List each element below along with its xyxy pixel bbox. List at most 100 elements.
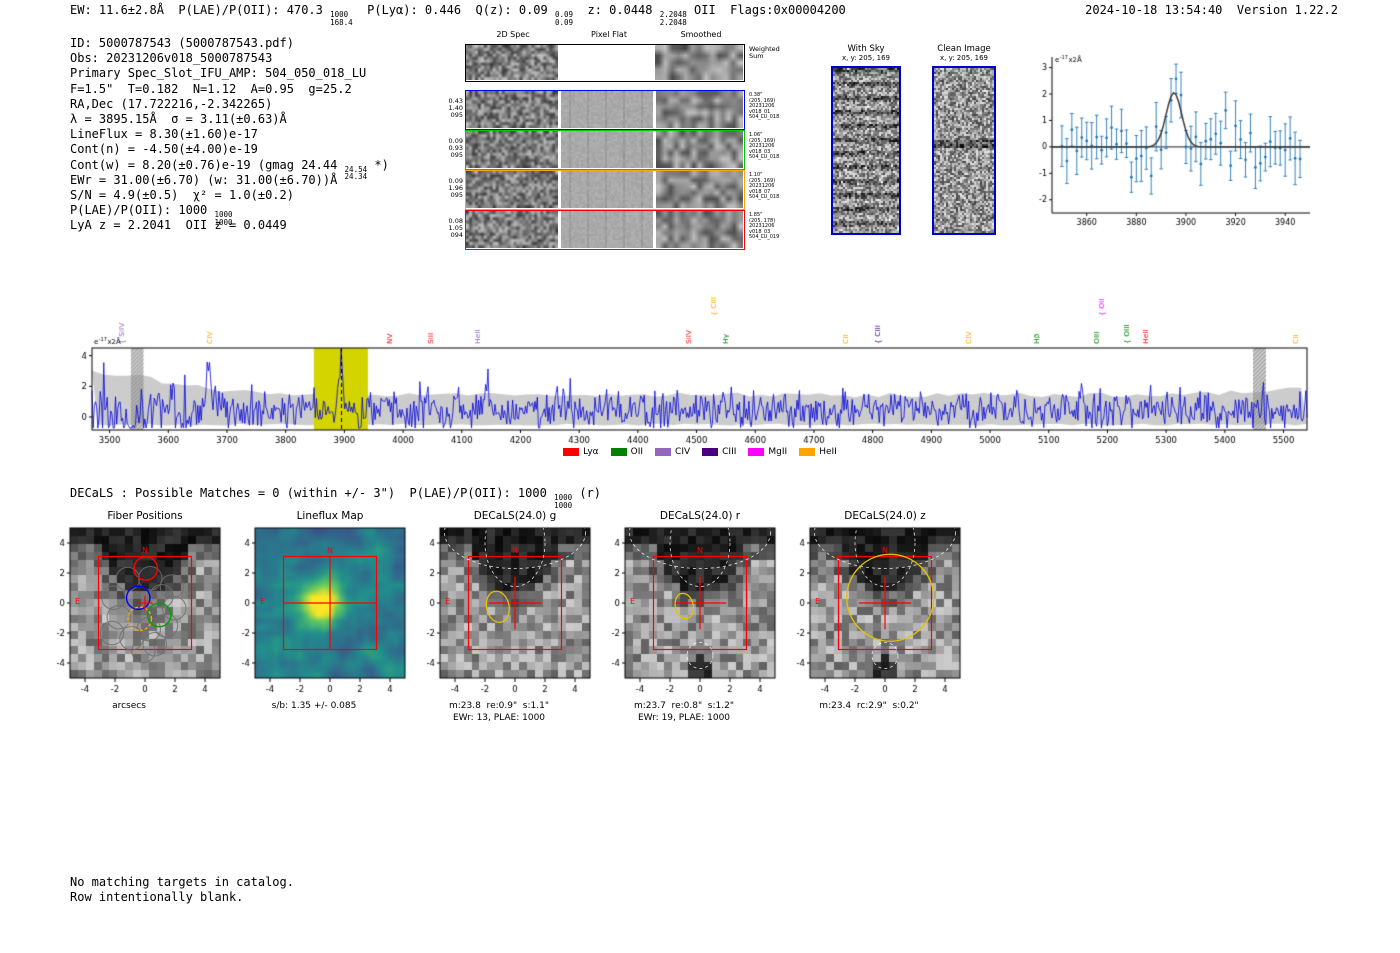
text-run: Primary Spec_Slot_IFU_AMP: 504_050_018_L…: [70, 66, 367, 81]
fiber-cutout-row: [465, 130, 745, 170]
fiber-id-line: (205, 169): [749, 97, 776, 104]
weighted-2dspec-image: [466, 45, 558, 80]
ifu-footprint-square: [282, 555, 378, 651]
cutout-caption-line: EWr: 13, PLAE: 1000: [452, 713, 546, 723]
text-run: z: 0.0448: [573, 3, 660, 17]
fiber-id-line: (205, 178): [749, 217, 776, 224]
cutout-title: DECaLS(24.0) r: [659, 510, 741, 522]
cutout-caption-line: s/b: 1.35 +/- 0.085: [271, 701, 357, 711]
legend-swatch: [610, 448, 627, 456]
fiber-weight-value: 0.93: [448, 144, 463, 153]
fiber-cutout-row: [465, 90, 745, 130]
stack-value: 2.2048: [659, 17, 687, 27]
cutout-caption: m:23.7 re:0.8" s:1.2" EWr: 19, PLAE: 1000: [589, 700, 779, 724]
fiber-circle: [159, 574, 185, 599]
text-run: RA,Dec (17.722216,-2.342265): [70, 96, 273, 111]
fiber-weight-value: 0.09: [448, 177, 463, 185]
info-line: EWr = 31.00(±6.70) (w: 31.00(±6.70))Å: [70, 173, 389, 188]
text-run: (r): [572, 486, 602, 500]
header-timestamp-version: 2024-10-18 13:54:40 Version 1.22.2: [1085, 3, 1338, 17]
fiber-circle: [131, 638, 156, 664]
fiber-id-line: (205, 169): [749, 137, 776, 144]
fiber-circle-highlighted: [127, 606, 153, 632]
compass-north-label: N: [882, 546, 888, 555]
text-run: P(Lyα): 0.446 Q(z): 0.09: [352, 3, 555, 17]
fiber-weight-value: 095: [450, 111, 463, 120]
fiber-id-line: 20231206: [749, 143, 775, 150]
info-line: λ = 3895.15Å σ = 3.11(±0.63)Å: [70, 112, 389, 127]
legend-swatch: [702, 448, 719, 456]
fiber-weight-value: 1.05: [448, 224, 463, 233]
stack-value: 24.54: [344, 164, 368, 174]
aperture-ellipse: [674, 592, 695, 620]
stacked-fraction: 2.2048 2.2048: [660, 11, 687, 26]
ifu-footprint-square: [467, 555, 563, 651]
fiber-id-line: v018_07: [749, 188, 771, 195]
fiber-pixelflat-image: [561, 131, 653, 168]
stack-value: 0.09: [554, 10, 574, 19]
fiber-weight-value: 094: [450, 231, 463, 240]
fiber-circle: [153, 613, 179, 638]
cutout-title: Fiber Positions: [107, 510, 183, 522]
line-fit-inset-chart: [1018, 45, 1318, 235]
cutout-title: DECaLS(24.0) z: [844, 510, 926, 522]
weighted-sum-row: [465, 44, 745, 82]
cutout-caption: m:23.4 rc:2.9" s:0.2": [774, 700, 964, 712]
legend-label: CIV: [675, 447, 691, 457]
legend-label: OII: [630, 447, 644, 457]
fiber-circle: [101, 585, 126, 610]
fiber-row-weights: 0.09 1.96 095: [443, 177, 463, 200]
header-summary-line: EW: 11.6±2.8Å P(LAE)/P(OII): 470.3 1000 1…: [70, 3, 846, 26]
source-contour: [629, 528, 771, 569]
fiber-circle: [142, 632, 167, 657]
source-contour: [871, 642, 899, 669]
stack-value: 1000: [554, 500, 573, 510]
cutout-canvas: [404, 526, 594, 700]
spec2d-col-header-2dspec: 2D Spec: [496, 30, 530, 39]
cutout-overlay: NE: [814, 528, 956, 669]
legend-entry: OII: [610, 447, 644, 457]
fiber-weight-value: 0.09: [448, 137, 463, 145]
aperture-ellipse: [485, 590, 510, 623]
compass-north-label: N: [142, 546, 148, 555]
compass-east-label: E: [630, 597, 635, 606]
cutout-caption: s/b: 1.35 +/- 0.085: [219, 700, 409, 712]
text-run: LyA z = 2.2041 OII z = 0.0449: [70, 218, 287, 233]
weighted-sum-label: Weighted Sum: [749, 45, 780, 60]
compass-east-label: E: [815, 597, 820, 606]
stack-value: 0.09: [554, 17, 574, 27]
fiber-2dspec-image: [466, 171, 558, 208]
ifu-footprint-square: [652, 555, 748, 651]
fiber-row-id: 0.38" (205, 169) 20231206 v018_01 504_LU_018: [749, 92, 795, 121]
info-line: ID: 5000787543 (5000787543.pdf): [70, 36, 389, 51]
source-contour: [669, 528, 731, 587]
legend-entry: HeII: [799, 447, 837, 457]
fiber-id-line: 1.06": [749, 132, 763, 138]
info-line: LineFlux = 8.30(±1.60)e-17: [70, 127, 389, 142]
stacked-fraction: 1000 1000: [554, 494, 572, 509]
with-sky-title: With Sky: [847, 44, 885, 54]
stacked-fraction: 1000 168.4: [330, 11, 353, 26]
fiber-weight-value: 0.43: [448, 97, 463, 105]
cutout-caption-line: m:23.8 re:0.9" s:1.1": [449, 701, 549, 711]
compass-north-label: N: [327, 546, 333, 555]
fiber-pixelflat-image: [561, 91, 653, 128]
legend-swatch: [655, 448, 672, 456]
footer-line-1: No matching targets in catalog.: [70, 875, 294, 889]
fiber-id-line: (205. 169): [749, 177, 776, 184]
with-sky-stamp: With Sky x, y: 205, 169: [828, 44, 904, 235]
compass-north-label: N: [512, 546, 518, 555]
cutout-canvas: [774, 526, 964, 700]
fiber-weight-value: 1.40: [448, 104, 463, 113]
fiber-row-id: 1.10" (205. 169) 20231206 v018_07 504_LU_018: [749, 172, 795, 201]
text-run: F=1.5" T=0.182 N=1.12 A=0.95 g=25.2: [70, 81, 352, 96]
info-line: RA,Dec (17.722216,-2.342265): [70, 97, 389, 112]
compass-east-label: E: [75, 597, 80, 606]
text-run: ID: 5000787543 (5000787543.pdf): [70, 36, 294, 50]
fiber-2dspec-image: [466, 91, 558, 128]
clean-image-coords: x, y: 205, 169: [940, 54, 988, 62]
legend-swatch: [563, 448, 580, 456]
cutout-overlay: NE: [629, 528, 771, 669]
